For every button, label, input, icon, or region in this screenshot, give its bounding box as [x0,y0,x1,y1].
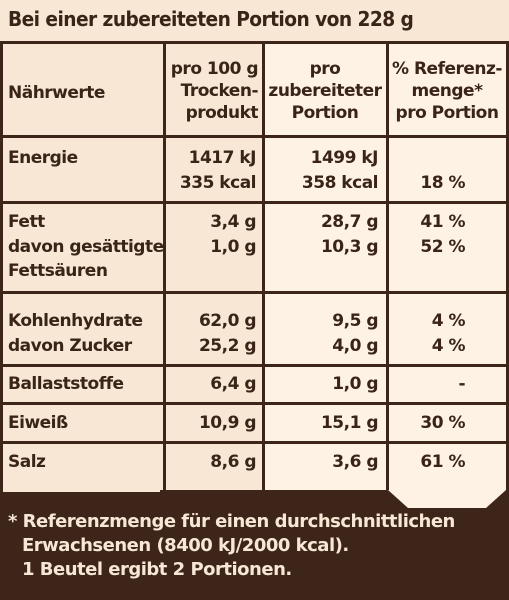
row-eiweiss-portion: 15,1 g [320,413,379,433]
row-salz-ref: 61 % [420,452,465,472]
col-header-portion-3: Portion [291,103,359,123]
row-divider [0,135,509,138]
col-header-ref-3: pro Portion [395,103,499,123]
row-zucker-portion: 4,0 g [332,336,378,356]
row-zucker-name: davon Zucker [8,336,132,356]
column-divider [163,44,166,490]
row-zucker-dry: 25,2 g [198,336,257,356]
footnote-line-2: Erwachsenen (8400 kJ/2000 kcal). [22,535,349,556]
col-header-ref-2: menge* [411,81,483,101]
col-header-portion-2: zubereiteter [268,81,382,101]
col-bg-dry [164,44,264,490]
col-header-dry-2: Trocken- [180,81,259,101]
row-gesaettigt-ref: 52 % [420,237,465,257]
row-eiweiss-dry: 10,9 g [198,413,257,433]
row-kohlenhydrate-portion: 9,5 g [332,311,378,331]
row-fett-ref: 41 % [420,212,465,232]
row-ballaststoffe-ref: - [458,374,465,394]
row-energie-portion-kj: 1499 kJ [310,148,379,168]
row-salz-name: Salz [8,452,46,472]
row-gesaettigt-name-1: davon gesättigte [8,237,164,257]
row-divider [0,402,509,405]
row-energie-dry-kj: 1417 kJ [188,148,257,168]
row-eiweiss-ref: 30 % [420,413,465,433]
row-kohlenhydrate-name: Kohlenhydrate [8,311,143,331]
serving-header: Bei einer zubereiteten Portion von 228 g [0,0,509,44]
row-energie-portion-kcal: 358 kcal [301,173,379,193]
row-eiweiss-name: Eiweiß [8,413,68,433]
row-zucker-ref: 4 % [431,336,466,356]
nutrition-table: Nährwerte pro 100 g Trocken- produkt pro… [0,44,509,490]
row-gesaettigt-dry: 1,0 g [210,237,256,257]
row-energie-name: Energie [8,148,78,168]
col-header-dry-3: produkt [185,103,259,123]
table-border-right [506,44,509,490]
footnote-line-3: 1 Beutel ergibt 2 Portionen. [22,559,292,580]
row-fett-name: Fett [8,212,45,232]
col-header-portion-1: pro [309,59,341,79]
row-gesaettigt-name-2: Fettsäuren [8,261,108,281]
row-kohlenhydrate-dry: 62,0 g [198,311,257,331]
row-divider [0,441,509,444]
row-salz-portion: 3,6 g [332,452,378,472]
row-divider [0,291,509,294]
row-ballaststoffe-name: Ballaststoffe [8,374,124,394]
row-fett-dry: 3,4 g [210,212,256,232]
footnote-line-1: * Referenzmenge für einen durchschnittli… [8,511,455,532]
col-bg-name [0,44,164,490]
row-salz-dry: 8,6 g [210,452,256,472]
row-fett-portion: 28,7 g [320,212,379,232]
footnote: * Referenzmenge für einen durchschnittli… [8,510,503,582]
table-border-left [0,44,3,490]
row-gesaettigt-portion: 10,3 g [320,237,379,257]
col-header-ref-1: % Referenz- [392,59,502,79]
column-divider [386,44,389,490]
row-energie-dry-kcal: 335 kcal [179,173,257,193]
row-kohlenhydrate-ref: 4 % [431,311,466,331]
row-energie-ref: 18 % [420,173,465,193]
col-header-dry-1: pro 100 g [170,59,259,79]
row-divider [0,364,509,367]
column-divider [262,44,265,490]
row-divider [0,201,509,204]
col-header-name: Nährwerte [8,83,105,103]
bottom-notch-shape [0,490,509,510]
row-ballaststoffe-portion: 1,0 g [332,374,378,394]
serving-header-text: Bei einer zubereiteten Portion von 228 g [8,7,414,31]
row-ballaststoffe-dry: 6,4 g [210,374,256,394]
